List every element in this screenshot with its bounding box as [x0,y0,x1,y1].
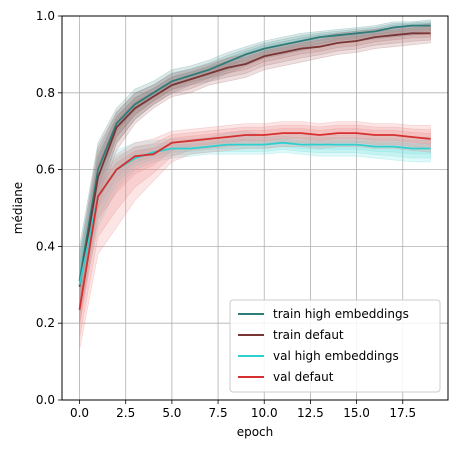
x-tick-label: 12.5 [297,406,324,420]
legend-box [229,299,441,393]
x-axis-label: epoch [237,425,274,439]
y-tick-label: 1.0 [36,9,55,23]
series-line [78,132,431,310]
legend-label: train high embeddings [273,307,409,321]
x-tick-label: 17.5 [389,406,416,420]
series-band [79,21,431,306]
series-lines [78,24,431,310]
axis-ticks: 0.0 2.5 5.0 7.5 10.0 12.5 15.0 17.5 0.0 0.2 0.4 0.6… [36,9,416,420]
series-band [79,130,431,316]
x-tick-label: 10.0 [251,406,278,420]
series-band [79,138,431,298]
y-axis-label: médiane [11,182,25,234]
series-line [78,32,431,287]
x-tick-label: 15.0 [343,406,370,420]
y-tick-label: 0.2 [36,316,55,330]
x-tick-label: 0.0 [70,406,89,420]
y-tick-label: 0.8 [36,86,55,100]
x-tick-label: 5.0 [162,406,181,420]
series-band [79,26,431,313]
legend-label: val high embeddings [273,349,399,363]
legend-label: val defaut [273,370,334,384]
legend: train high embeddings train defaut val hig… [229,299,441,393]
series-band [79,23,431,324]
y-tick-label: 0.6 [36,163,55,177]
plot-frame [61,15,449,401]
legend-label: train defaut [273,328,344,342]
series-band [79,128,431,326]
y-tick-label: 0.4 [36,239,55,253]
x-tick-label: 7.5 [209,406,228,420]
series-line [78,141,431,285]
series-line [78,24,431,282]
x-tick-label: 2.5 [116,406,135,420]
series-band [79,121,431,351]
y-tick-label: 0.0 [36,393,55,407]
series-band [79,134,431,307]
